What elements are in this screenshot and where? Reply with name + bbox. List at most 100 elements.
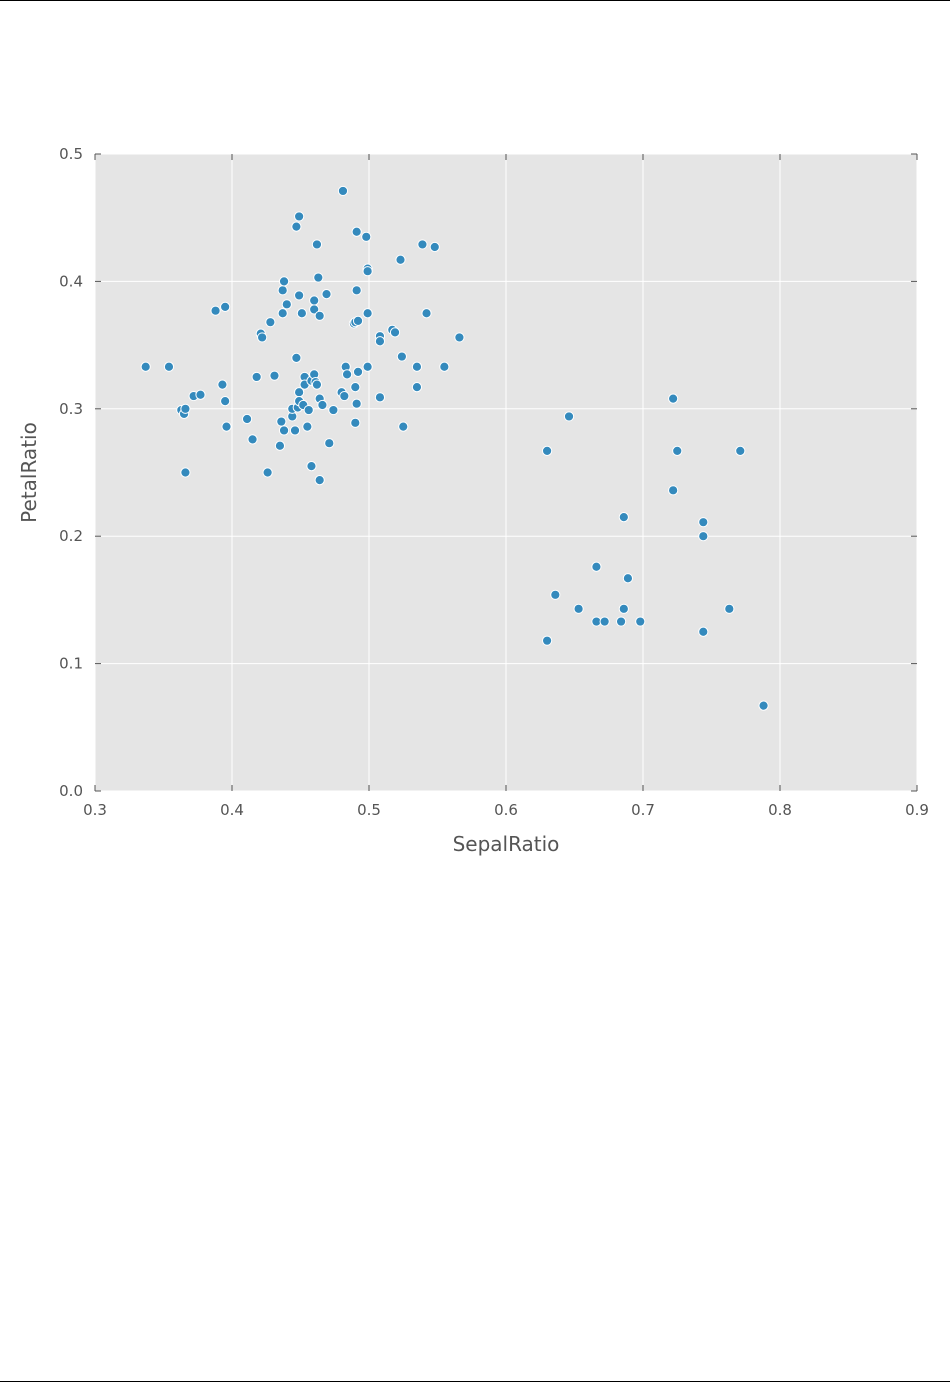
x-axis-label: SepalRatio [453,832,560,856]
scatter-point [302,421,313,432]
x-tick-label-5: 0.8 [768,801,792,819]
y-tick-label-4: 0.4 [59,272,83,290]
scatter-point [317,399,328,411]
scatter-point [217,379,228,390]
scatter-point [337,185,349,197]
axis-ticks [94,153,918,792]
scatter-point [362,361,373,372]
scatter-point [350,417,361,428]
scatter-point [328,404,339,416]
scatter-point [241,413,253,425]
x-tick-label-0: 0.3 [83,801,107,819]
scatter-point [311,379,323,390]
x-tick-label-3: 0.6 [494,801,518,819]
scatter-point [294,290,305,301]
y-tick-label-5: 0.5 [59,145,83,163]
scatter-point [374,336,386,347]
scatter-point [220,396,231,407]
x-tick-label-4: 0.7 [631,801,655,819]
scatter-point [265,317,276,328]
scatter-point [291,221,302,232]
y-tick-label-1: 0.1 [59,655,83,673]
scatter-point [262,467,273,478]
y-tick-label-3: 0.3 [59,400,83,418]
scatter-point [351,285,362,296]
scatter-point [303,404,314,416]
x-tick-label-2: 0.5 [357,801,381,819]
scatter-point [411,361,423,372]
scatter-point [314,475,325,486]
scatter-point [247,434,258,445]
scatter-point [309,304,320,315]
scatter-point [615,616,627,627]
top-rule [0,0,950,1]
scatter-point [362,308,373,319]
scatter-point [635,616,646,627]
scatter-point [599,616,610,627]
scatter-point [698,531,709,542]
scatter-point [195,389,206,400]
scatter-point [573,603,584,614]
y-tick-label-0: 0.0 [59,782,83,800]
scatter-point [735,445,746,456]
scatter-point [269,370,280,381]
scatter-point [454,332,465,343]
scatter-point [395,254,406,265]
scatter-point [398,421,409,432]
y-tick-label-2: 0.2 [59,527,83,545]
scatter-point [306,461,317,472]
scatter-point [251,371,262,383]
scatter-point [351,226,362,237]
scatter-point [668,485,679,496]
scatter-point [361,231,372,242]
scatter-point [324,438,335,449]
scatter-point [396,351,407,362]
scatter-point [351,398,362,409]
scatter-point [309,295,320,306]
x-tick-labels: 0.3 0.4 0.5 0.6 0.7 0.8 0.9 [83,801,929,819]
scatter-point [281,299,292,310]
scatter-point [622,573,634,584]
scatter-point [180,467,191,478]
scatter-point [542,445,553,456]
scatter-point [313,272,324,283]
x-tick-label-6: 0.9 [905,801,929,819]
scatter-point [563,411,575,422]
scatter-point [140,361,151,372]
scatter-point [220,301,231,312]
scatter-point [341,369,353,380]
scatter-point [417,239,428,250]
scatter-point [352,366,364,377]
x-tick-label-1: 0.4 [220,801,244,819]
scatter-point [291,352,302,363]
scatter-point [277,285,288,296]
scatter-point [698,517,709,528]
scatter-point [672,445,683,456]
scatter-points [140,185,769,711]
scatter-point [294,211,305,222]
scatter-point [314,310,325,321]
scatter-point [276,416,287,427]
scatter-point [296,308,307,319]
scatter-point [439,361,450,372]
scatter-point [257,332,268,343]
scatter-point [278,276,290,287]
scatter-point [411,382,423,393]
y-tick-labels: 0.0 0.1 0.2 0.3 0.4 0.5 [59,145,83,800]
scatter-point [618,511,629,523]
scatter-point [221,421,232,432]
scatter-point [698,626,709,637]
scatter-point [389,327,401,338]
scatter-point [618,603,629,614]
scatter-point [289,425,301,436]
scatter-point [277,308,288,319]
scatter-point [274,440,286,451]
scatter-point [421,308,432,319]
scatter-point [374,392,386,403]
scatter-point [429,241,440,253]
scatter-point [278,425,290,436]
scatter-point [180,403,191,414]
scatter-point [311,239,323,250]
scatter-point [163,361,175,372]
